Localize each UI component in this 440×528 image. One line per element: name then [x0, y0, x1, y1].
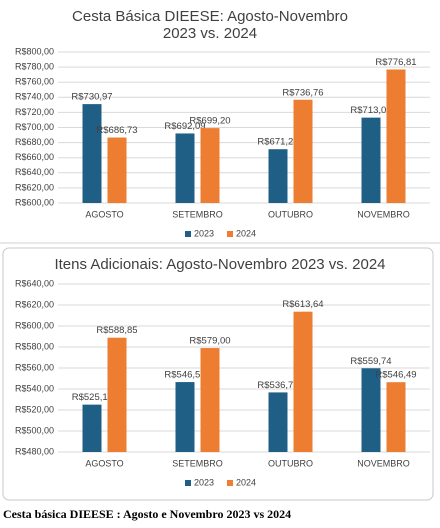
- bar: [175, 382, 195, 452]
- x-tick-label: NOVEMBRO: [357, 209, 410, 219]
- y-tick-label: R$800,00: [15, 46, 54, 56]
- y-tick-label: R$600,00: [15, 320, 54, 330]
- x-tick-label: OUTUBRO: [268, 209, 313, 219]
- bar: [268, 149, 288, 203]
- bar: [293, 311, 313, 452]
- y-tick-label: R$780,00: [15, 61, 54, 71]
- panel-border: [2, 247, 434, 501]
- y-tick-label: R$500,00: [15, 425, 54, 435]
- legend-swatch: [227, 231, 233, 237]
- value-label: R$546,59: [164, 370, 205, 381]
- bar: [200, 348, 220, 452]
- bar: [268, 392, 288, 452]
- bar: [361, 117, 381, 203]
- bar: [82, 104, 102, 203]
- value-label: R$546,49: [375, 370, 416, 381]
- value-label: R$613,64: [282, 299, 323, 310]
- value-label: R$525,11: [72, 392, 113, 403]
- x-tick-label: OUTUBRO: [268, 458, 313, 468]
- value-label: R$699,20: [189, 116, 230, 127]
- bar: [386, 69, 406, 203]
- value-label: R$713,08: [350, 105, 391, 116]
- value-label: R$559,74: [350, 356, 391, 367]
- bar: [107, 337, 127, 452]
- value-label: R$692,09: [164, 121, 205, 132]
- bar: [107, 137, 127, 203]
- x-tick-label: SETEMBRO: [172, 458, 223, 468]
- bar: [361, 368, 381, 452]
- chart-title: Cesta Básica DIEESE: Agosto-Novembro 202…: [72, 8, 348, 42]
- value-label: R$536,75: [257, 380, 298, 391]
- x-tick-label: AGOSTO: [85, 458, 123, 468]
- bar: [175, 133, 195, 203]
- legend-swatch: [227, 480, 233, 486]
- y-tick-label: R$700,00: [15, 122, 54, 132]
- bar: [293, 99, 313, 203]
- legend-label: 2024: [236, 477, 256, 487]
- y-tick-label: R$720,00: [15, 107, 54, 117]
- x-tick-label: SETEMBRO: [172, 209, 223, 219]
- value-label: R$588,85: [96, 325, 137, 336]
- caption: Cesta básica DIEESE : Agosto e Novembro …: [3, 507, 292, 521]
- value-label: R$736,76: [282, 87, 323, 98]
- y-tick-label: R$620,00: [15, 182, 54, 192]
- value-label: R$776,81: [375, 57, 416, 68]
- bar: [386, 382, 406, 452]
- y-tick-label: R$480,00: [15, 446, 54, 456]
- bar: [82, 404, 102, 452]
- legend-swatch: [185, 231, 191, 237]
- value-label: R$686,73: [96, 125, 137, 136]
- x-tick-label: NOVEMBRO: [357, 458, 410, 468]
- value-label: R$730,97: [71, 92, 112, 103]
- y-tick-label: R$740,00: [15, 92, 54, 102]
- bar: [200, 128, 220, 203]
- y-tick-label: R$680,00: [15, 137, 54, 147]
- y-tick-label: R$760,00: [15, 77, 54, 87]
- legend-label: 2023: [194, 228, 214, 238]
- y-tick-label: R$620,00: [15, 299, 54, 309]
- chart-title: Itens Adicionais: Agosto-Novembro 2023 v…: [54, 256, 386, 273]
- legend-label: 2024: [236, 228, 256, 238]
- y-tick-label: R$580,00: [15, 341, 54, 351]
- y-tick-label: R$640,00: [15, 167, 54, 177]
- y-tick-label: R$640,00: [15, 278, 54, 288]
- y-tick-label: R$600,00: [15, 197, 54, 207]
- legend-label: 2023: [194, 477, 214, 487]
- x-tick-label: AGOSTO: [85, 209, 123, 219]
- legend-swatch: [185, 480, 191, 486]
- y-tick-label: R$520,00: [15, 404, 54, 414]
- y-tick-label: R$660,00: [15, 152, 54, 162]
- value-label: R$579,00: [189, 336, 230, 347]
- y-tick-label: R$540,00: [15, 383, 54, 393]
- value-label: R$671,25: [257, 137, 298, 148]
- y-tick-label: R$560,00: [15, 362, 54, 372]
